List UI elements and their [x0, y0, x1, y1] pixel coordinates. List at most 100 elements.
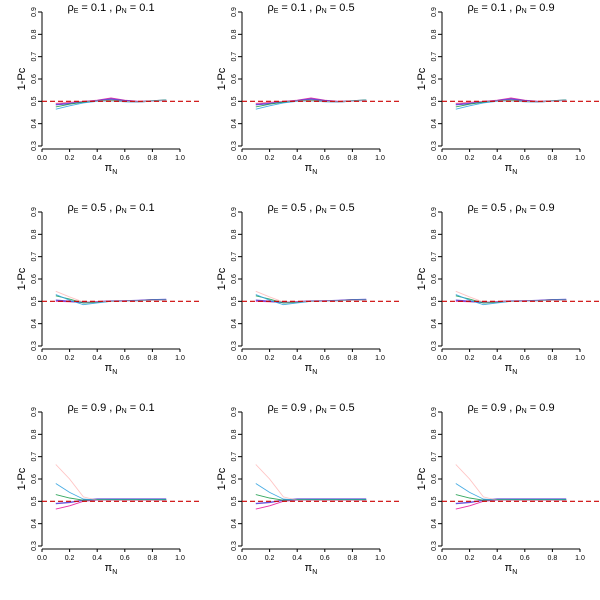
- y-tick-label: 0.3: [431, 141, 438, 151]
- y-tick-label: 0.5: [431, 496, 438, 506]
- x-axis-label: πN: [305, 162, 318, 176]
- x-tick-label: 1.0: [575, 555, 585, 562]
- x-axis-label: πN: [105, 562, 118, 576]
- y-tick-label: 0.7: [31, 52, 38, 62]
- y-axis-label: 1-Pc: [216, 67, 228, 90]
- x-tick-label: 0.8: [148, 555, 158, 562]
- x-axis-label: πN: [505, 362, 518, 376]
- series-line-s5: [255, 290, 367, 303]
- panel-4: ρE = 0.5 , ρN = 0.1 0.3 0.4 0.5 0.6 0.7 0.8 0.9…: [16, 202, 200, 376]
- y-tick-label: 0.5: [431, 96, 438, 106]
- x-tick-label: 0.8: [548, 155, 558, 162]
- panel-1: ρE = 0.1 , ρN = 0.1 0.3 0.4 0.5 0.6 0.7 0.8 0.9…: [16, 2, 200, 176]
- panel-title: ρE = 0.9 , ρN = 0.9: [467, 402, 554, 415]
- y-tick-label: 0.6: [231, 74, 238, 84]
- x-tick-label: 0.6: [320, 155, 330, 162]
- x-tick-label: 0.4: [292, 155, 302, 162]
- panel-6: ρE = 0.5 , ρN = 0.9 0.3 0.4 0.5 0.6 0.7 0.8 0.9…: [416, 202, 600, 376]
- x-tick-label: 0.6: [120, 355, 130, 362]
- x-tick-label: 0.2: [265, 555, 275, 562]
- y-axis-label: 1-Pc: [216, 467, 228, 490]
- y-tick-label: 0.5: [31, 96, 38, 106]
- y-axis-label: 1-Pc: [216, 267, 228, 290]
- y-tick-label: 0.5: [31, 496, 38, 506]
- x-tick-label: 0.4: [492, 555, 502, 562]
- series-line-s3: [455, 494, 567, 501]
- x-tick-label: 1.0: [175, 155, 185, 162]
- x-tick-label: 0.2: [465, 155, 475, 162]
- y-tick-label: 0.9: [431, 207, 438, 217]
- x-axis-label: πN: [305, 562, 318, 576]
- y-tick-label: 0.8: [31, 229, 38, 239]
- panel-title: ρE = 0.1 , ρN = 0.9: [467, 2, 554, 15]
- y-tick-label: 0.7: [31, 252, 38, 262]
- y-tick-label: 0.3: [231, 541, 238, 551]
- y-tick-label: 0.9: [431, 407, 438, 417]
- x-axis-label: πN: [505, 562, 518, 576]
- x-tick-label: 1.0: [175, 355, 185, 362]
- y-tick-label: 0.5: [31, 296, 38, 306]
- panel-title: ρE = 0.9 , ρN = 0.1: [67, 402, 154, 415]
- panel-7: ρE = 0.9 , ρN = 0.1 0.3 0.4 0.5 0.6 0.7 0.8 0.9…: [16, 402, 200, 576]
- y-tick-label: 0.3: [431, 541, 438, 551]
- panel-2: ρE = 0.1 , ρN = 0.5 0.3 0.4 0.5 0.6 0.7 0.8 0.9…: [216, 2, 400, 176]
- y-tick-label: 0.8: [231, 229, 238, 239]
- y-tick-label: 0.8: [431, 429, 438, 439]
- x-tick-label: 0.2: [265, 355, 275, 362]
- x-tick-label: 0.8: [348, 555, 358, 562]
- y-tick-label: 0.9: [231, 207, 238, 217]
- x-tick-label: 0.6: [520, 155, 530, 162]
- y-tick-label: 0.9: [431, 7, 438, 17]
- panel-title: ρE = 0.9 , ρN = 0.5: [267, 402, 354, 415]
- x-tick-label: 0.0: [237, 155, 247, 162]
- y-tick-label: 0.9: [231, 407, 238, 417]
- x-tick-label: 0.4: [292, 355, 302, 362]
- y-tick-label: 0.7: [31, 452, 38, 462]
- y-tick-label: 0.6: [231, 274, 238, 284]
- x-tick-label: 0.6: [120, 155, 130, 162]
- y-tick-label: 0.6: [431, 474, 438, 484]
- series-line-s4: [255, 483, 367, 501]
- y-tick-label: 0.7: [431, 52, 438, 62]
- y-tick-label: 0.7: [431, 252, 438, 262]
- y-tick-label: 0.9: [31, 407, 38, 417]
- y-axis-label: 1-Pc: [416, 267, 428, 290]
- y-tick-label: 0.5: [231, 496, 238, 506]
- y-axis-label: 1-Pc: [16, 467, 28, 490]
- y-tick-label: 0.3: [431, 341, 438, 351]
- x-tick-label: 1.0: [375, 355, 385, 362]
- panel-title: ρE = 0.1 , ρN = 0.5: [267, 2, 354, 15]
- x-tick-label: 0.8: [348, 355, 358, 362]
- series-line-s5: [55, 290, 167, 303]
- x-tick-label: 0.4: [492, 355, 502, 362]
- x-tick-label: 0.0: [37, 355, 47, 362]
- y-tick-label: 0.3: [231, 341, 238, 351]
- x-tick-label: 0.6: [320, 555, 330, 562]
- panel-title: ρE = 0.5 , ρN = 0.1: [67, 202, 154, 215]
- x-tick-label: 1.0: [375, 155, 385, 162]
- y-axis-label: 1-Pc: [16, 267, 28, 290]
- x-tick-label: 0.6: [320, 355, 330, 362]
- x-tick-label: 0.4: [92, 155, 102, 162]
- x-axis-label: πN: [105, 162, 118, 176]
- y-tick-label: 0.5: [231, 96, 238, 106]
- panel-5: ρE = 0.5 , ρN = 0.5 0.3 0.4 0.5 0.6 0.7 0.8 0.9…: [216, 202, 400, 376]
- y-tick-label: 0.6: [431, 74, 438, 84]
- x-tick-label: 0.6: [120, 555, 130, 562]
- series-line-s3: [255, 494, 367, 501]
- y-tick-label: 0.3: [31, 141, 38, 151]
- x-tick-label: 0.4: [492, 155, 502, 162]
- x-tick-label: 0.6: [520, 555, 530, 562]
- x-tick-label: 0.0: [37, 555, 47, 562]
- x-tick-label: 0.4: [92, 355, 102, 362]
- y-tick-label: 0.5: [431, 296, 438, 306]
- y-tick-label: 0.4: [431, 519, 438, 529]
- x-tick-label: 0.2: [265, 155, 275, 162]
- x-tick-label: 0.0: [437, 555, 447, 562]
- y-tick-label: 0.8: [431, 229, 438, 239]
- x-tick-label: 0.0: [437, 155, 447, 162]
- y-axis-label: 1-Pc: [416, 67, 428, 90]
- y-axis-label: 1-Pc: [16, 67, 28, 90]
- x-tick-label: 0.2: [65, 555, 75, 562]
